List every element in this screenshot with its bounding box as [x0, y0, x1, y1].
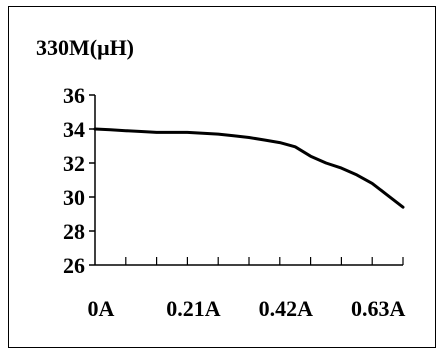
- chart-frame: 330M(μH) 26 28 30 32 34 36 0A 0.21A 0.42A 0.63A: [8, 6, 436, 348]
- x-tick-label: 0.42A: [259, 296, 314, 321]
- x-tick-label: 0A: [88, 296, 115, 321]
- x-axis-ticks: 0A 0.21A 0.42A 0.63A: [88, 257, 406, 321]
- y-tick-label: 30: [63, 185, 85, 210]
- line-chart: 330M(μH) 26 28 30 32 34 36 0A 0.21A 0.42A 0.63A: [36, 35, 406, 321]
- y-tick-label: 26: [63, 253, 85, 278]
- y-tick-label: 34: [63, 117, 85, 142]
- x-tick-label: 0.21A: [166, 296, 221, 321]
- series-line: [93, 127, 405, 209]
- y-tick-label: 36: [63, 83, 85, 108]
- series-layer: [93, 127, 405, 209]
- y-axis-ticks: 26 28 30 32 34 36: [63, 83, 95, 278]
- x-tick-label: 0.63A: [351, 296, 406, 321]
- y-tick-label: 28: [63, 219, 85, 244]
- y-tick-label: 32: [63, 151, 85, 176]
- axes: [94, 95, 403, 266]
- chart-title: 330M(μH): [36, 35, 134, 60]
